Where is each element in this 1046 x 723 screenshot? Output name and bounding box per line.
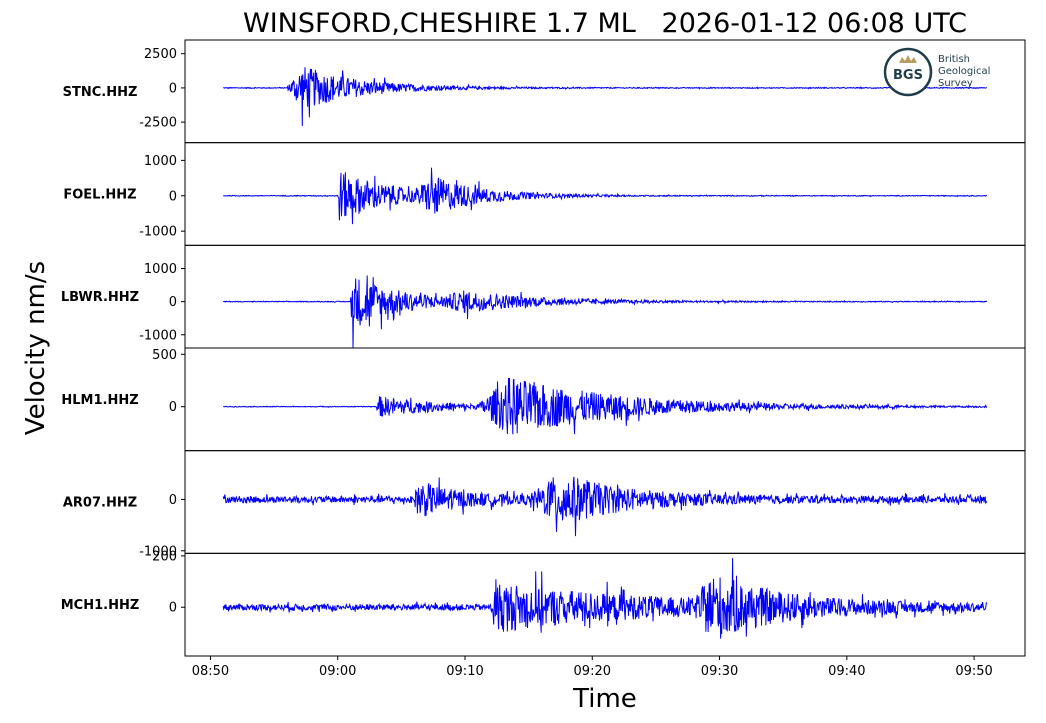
x-tick-label: 09:50 xyxy=(955,664,992,679)
waveform-trace xyxy=(222,558,988,639)
y-tick-label: 0 xyxy=(169,493,177,508)
y-tick-label: -2500 xyxy=(139,116,177,131)
y-tick-label: 2500 xyxy=(144,47,177,62)
y-tick-label: -1000 xyxy=(139,225,177,240)
logo-ring xyxy=(883,47,933,97)
trace-panel-mch1-hhz: 200 0 MCH1.HHZ xyxy=(61,549,1026,657)
station-label: LBWR.HHZ xyxy=(61,290,139,305)
bgs-logo: BGS British Geological Survey xyxy=(883,47,990,97)
y-tick-label: 0 xyxy=(169,81,177,96)
waveform-trace xyxy=(223,67,987,127)
x-axis-label: Time xyxy=(572,684,637,714)
y-tick-label: -1000 xyxy=(139,328,177,343)
y-tick-label: 0 xyxy=(169,189,177,204)
logo-line-3: Survey xyxy=(938,78,973,89)
y-tick-label: 0 xyxy=(169,295,177,310)
station-label: HLM1.HHZ xyxy=(61,393,138,408)
station-label: STNC.HHZ xyxy=(63,85,138,100)
trace-panel-ar07-hhz: 0 -1000 AR07.HHZ xyxy=(63,450,1026,559)
x-tick-label: 09:00 xyxy=(319,664,356,679)
y-axis-label: Velocity nm/s xyxy=(21,261,51,435)
trace-panels: 25000-2500STNC.HHZ10000-1000FOEL.HHZ1000… xyxy=(61,39,1026,657)
y-tick-label: 1000 xyxy=(144,154,177,169)
x-tick-label: 09:20 xyxy=(574,664,611,679)
trace-panel-hlm1-hhz: 500 0 HLM1.HHZ xyxy=(61,347,1026,452)
crown-icon xyxy=(899,55,917,63)
x-axis: 08:50 09:00 09:10 09:20 09:30 09:40 09:50 xyxy=(192,656,993,679)
chart-title: WINSFORD,CHESHIRE 1.7 ML 2026-01-12 06:0… xyxy=(243,8,967,39)
trace-panel-foel-hhz: 1000 0 -1000 FOEL.HHZ xyxy=(63,142,1026,246)
waveform-trace xyxy=(223,275,988,349)
waveform-trace xyxy=(223,167,988,225)
station-label: MCH1.HHZ xyxy=(61,598,140,613)
station-label: AR07.HHZ xyxy=(63,496,137,511)
y-tick-label: 0 xyxy=(169,400,177,415)
y-tick-label: 1000 xyxy=(144,262,177,277)
y-tick-label: 500 xyxy=(152,348,177,363)
y-tick-label: 200 xyxy=(152,549,177,564)
logo-line-2: Geological xyxy=(938,66,990,77)
panel-frame xyxy=(184,347,1026,452)
logo-line-1: British xyxy=(938,54,970,65)
x-tick-label: 09:30 xyxy=(701,664,738,679)
waveform-trace xyxy=(223,377,988,435)
waveform-trace xyxy=(222,476,988,537)
x-tick-label: 09:10 xyxy=(446,664,483,679)
panel-frame xyxy=(184,552,1026,657)
x-tick-label: 08:50 xyxy=(192,664,229,679)
panel-frame xyxy=(184,244,1026,349)
logo-bgs-text: BGS xyxy=(893,68,923,83)
panel-frame xyxy=(184,142,1026,246)
y-tick-label: -1000 xyxy=(139,544,177,559)
station-label: FOEL.HHZ xyxy=(63,188,136,203)
trace-panel-stnc-hhz: 2500 0 -2500 STNC.HHZ xyxy=(63,39,1026,144)
x-tick-label: 09:40 xyxy=(828,664,865,679)
y-tick-label: 0 xyxy=(169,601,177,616)
trace-panel-lbwr-hhz: 1000 0 -1000 LBWR.HHZ xyxy=(61,244,1026,349)
